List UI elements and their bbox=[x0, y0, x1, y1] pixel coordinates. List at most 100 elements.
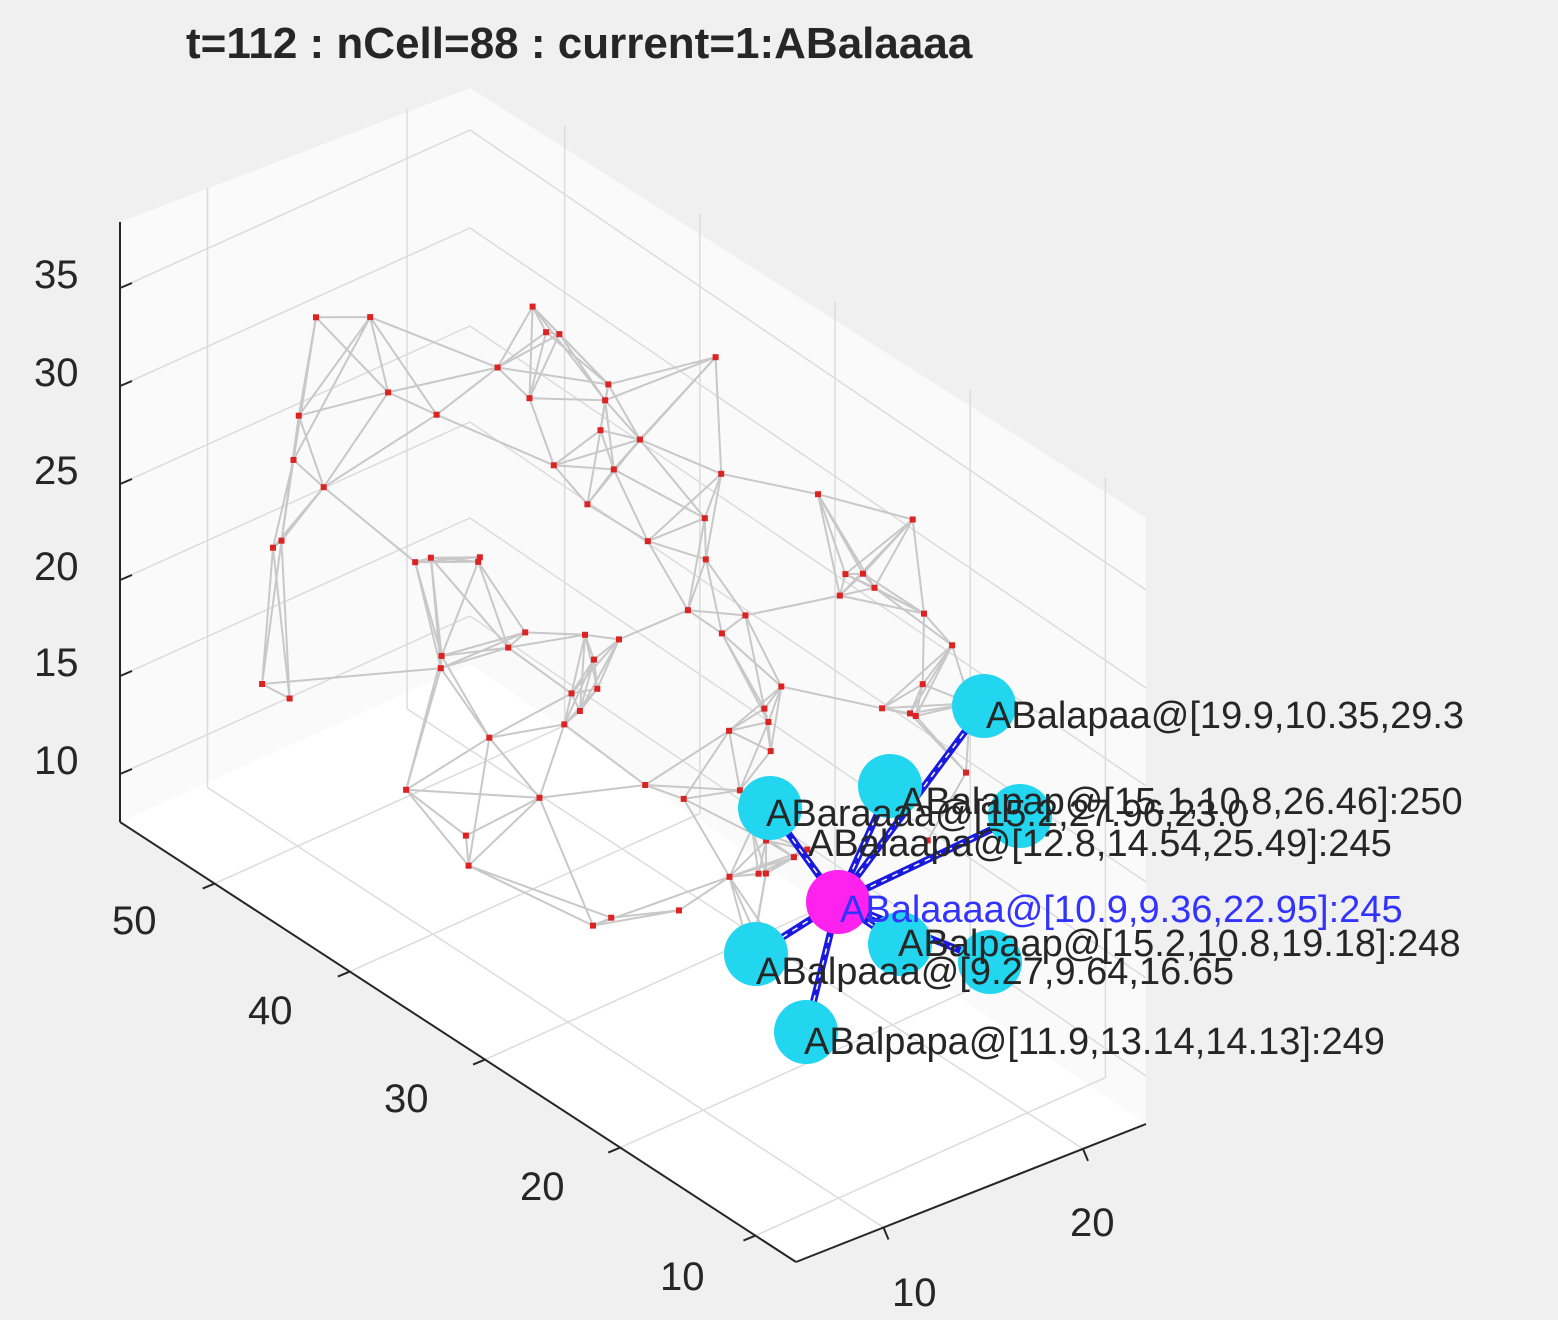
gridlines bbox=[119, 108, 1147, 1237]
cell-marker bbox=[718, 470, 725, 477]
cell-marker bbox=[486, 734, 493, 741]
cell-marker bbox=[602, 397, 609, 404]
mesh-edge bbox=[298, 391, 389, 417]
neighbor-label: ABalpaaa@[9.27,9.64,16.65 bbox=[756, 951, 1234, 993]
mesh-edge bbox=[714, 357, 723, 474]
mesh-edge bbox=[739, 750, 772, 791]
y-tick bbox=[337, 970, 351, 978]
mesh-edge bbox=[571, 687, 598, 695]
cell-marker bbox=[433, 411, 440, 418]
delaunay-mesh bbox=[261, 305, 972, 958]
mesh-edge bbox=[704, 559, 723, 634]
mesh-edge bbox=[261, 540, 283, 685]
mesh-edge bbox=[297, 316, 372, 417]
cell-marker bbox=[385, 389, 392, 396]
mesh-edge bbox=[405, 789, 467, 837]
mesh-edge bbox=[570, 638, 620, 695]
mesh-edge bbox=[464, 835, 470, 866]
cell-marker bbox=[597, 427, 604, 434]
mesh-edge bbox=[729, 848, 808, 878]
cell-marker bbox=[718, 630, 725, 637]
cell-marker bbox=[909, 516, 916, 523]
mesh-edge bbox=[881, 683, 924, 710]
cell-marker bbox=[590, 922, 596, 929]
y-tick bbox=[202, 882, 216, 890]
cell-marker bbox=[582, 631, 588, 638]
axis-lines bbox=[119, 222, 1147, 1263]
mesh-edge bbox=[839, 572, 864, 597]
neighbor-marker bbox=[724, 922, 788, 986]
cell-marker bbox=[576, 708, 583, 714]
mesh-edge bbox=[558, 333, 606, 401]
cell-marker bbox=[860, 570, 866, 577]
mesh-edge bbox=[911, 519, 925, 614]
mesh-edge bbox=[728, 685, 782, 732]
mesh-edge bbox=[528, 333, 561, 399]
mesh-edge bbox=[545, 331, 609, 386]
z-tick bbox=[119, 574, 133, 581]
mesh-edge bbox=[440, 646, 509, 670]
mesh-edge bbox=[586, 503, 649, 543]
cell-marker bbox=[763, 837, 770, 844]
cell-marker bbox=[591, 656, 597, 663]
mesh-edge bbox=[862, 572, 925, 615]
mesh-edge bbox=[738, 721, 770, 791]
mesh-edge bbox=[405, 736, 490, 791]
mesh-edge bbox=[645, 784, 740, 792]
y-tick-labels: 50 40 30 20 10 bbox=[112, 899, 705, 1299]
y-gridline bbox=[484, 900, 836, 1061]
neighbor-label: ABalpapa@[11.9,13.14,14.13]:249 bbox=[804, 1021, 1385, 1063]
mesh-edge bbox=[369, 316, 438, 416]
mesh-edge bbox=[488, 737, 541, 799]
mesh-edge bbox=[751, 828, 767, 874]
cell-marker bbox=[550, 462, 557, 469]
mesh-edge bbox=[721, 632, 766, 710]
mesh-edge bbox=[687, 609, 723, 635]
cell-marker bbox=[295, 412, 302, 419]
cell-marker bbox=[842, 571, 849, 578]
cell-marker bbox=[462, 832, 469, 839]
cell-marker bbox=[465, 862, 472, 869]
neighbor-marker bbox=[952, 674, 1016, 738]
mesh-edge bbox=[584, 633, 620, 641]
z-tick bbox=[119, 670, 133, 677]
mesh-edge bbox=[604, 399, 641, 441]
mesh-edge bbox=[646, 540, 689, 611]
mesh-edge bbox=[745, 594, 841, 617]
mesh-edge bbox=[839, 586, 875, 597]
mesh-edge bbox=[292, 459, 325, 488]
cell-marker bbox=[736, 787, 743, 794]
mesh-edge bbox=[468, 864, 594, 927]
mesh-edge bbox=[721, 614, 747, 635]
y-tick-label: 40 bbox=[248, 989, 293, 1033]
mesh-edge bbox=[435, 366, 499, 416]
cell-marker bbox=[278, 537, 285, 544]
neighbor-label: ABalapap@[15.1,10.8,26.46]:250 bbox=[900, 781, 1463, 823]
mesh-edge bbox=[280, 540, 291, 699]
mesh-edge bbox=[467, 797, 541, 867]
z-gridline bbox=[469, 325, 1147, 787]
mesh-edge bbox=[439, 667, 491, 739]
cell-marker bbox=[526, 395, 533, 402]
z-gridline bbox=[119, 227, 471, 387]
neighbor-markers bbox=[724, 674, 1052, 1064]
z-tick bbox=[119, 478, 133, 485]
cell-marker bbox=[403, 786, 410, 793]
z-tick bbox=[119, 768, 133, 775]
cell-marker bbox=[270, 544, 276, 551]
mesh-edge bbox=[611, 909, 680, 919]
connection-highlight bbox=[837, 815, 1021, 903]
cell-marker bbox=[765, 719, 772, 725]
z-tick bbox=[119, 380, 133, 387]
mesh-edge bbox=[436, 413, 555, 467]
mesh-edge bbox=[647, 473, 722, 542]
mesh-edge bbox=[414, 561, 442, 669]
mesh-edge bbox=[873, 519, 914, 589]
cell-marker bbox=[790, 854, 797, 861]
mesh-edge bbox=[261, 683, 291, 700]
cell-marker bbox=[608, 914, 615, 921]
mesh-edge bbox=[639, 438, 722, 475]
cell-marker bbox=[367, 314, 374, 321]
mesh-edge bbox=[441, 631, 526, 657]
mesh-edge bbox=[596, 638, 620, 690]
